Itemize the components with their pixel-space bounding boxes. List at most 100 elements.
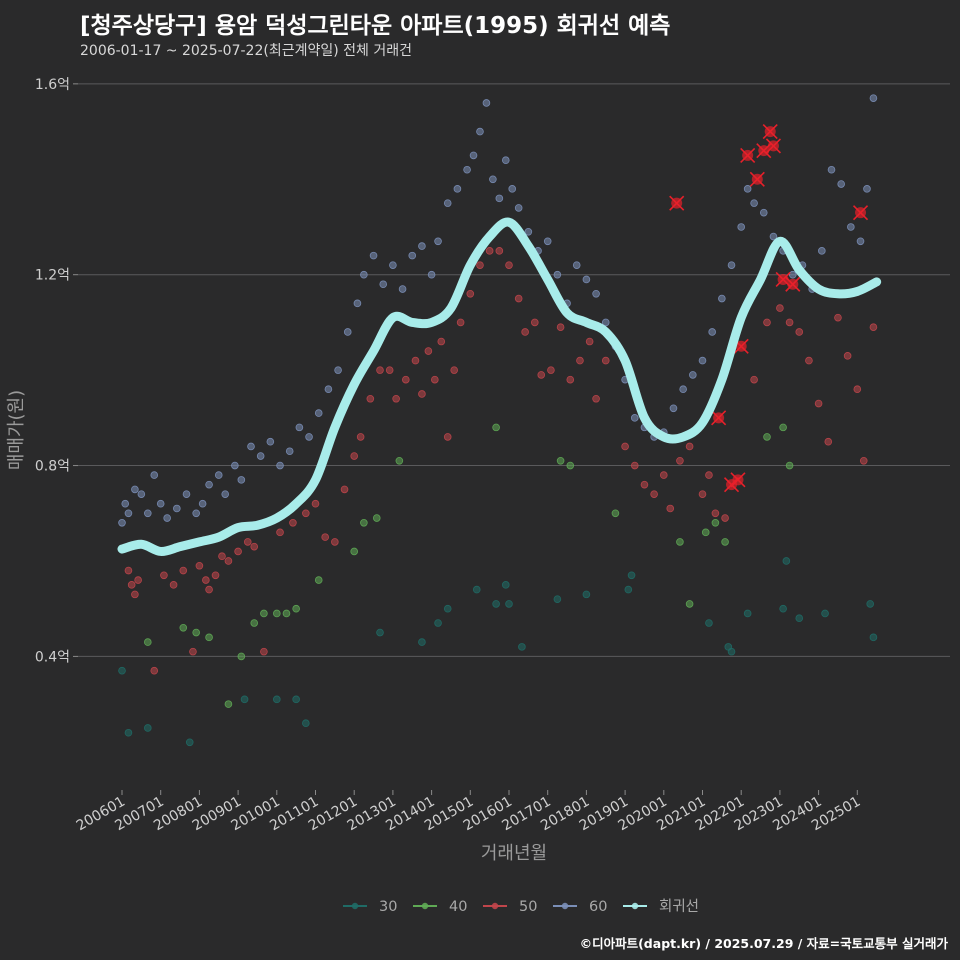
data-point-60 [334,366,342,374]
data-point-60 [453,185,462,193]
data-point-60 [379,280,388,289]
data-point-30 [418,638,426,646]
data-point-60 [750,199,758,207]
cancelled-cross [711,410,727,426]
data-point-40 [566,461,575,470]
cancelled-cross [765,138,782,154]
data-point-40 [144,638,152,646]
data-point-60 [150,471,159,479]
data-point-50 [376,366,384,374]
data-point-50 [785,318,794,327]
data-point-60 [769,232,778,241]
legend-label: 30 [379,899,397,915]
data-point-40 [611,509,620,518]
data-point-30 [118,666,126,675]
legend-key-point [491,902,499,910]
cancelled-cross [730,472,746,488]
y-axis-ticks: 0.4억 0.8억 1.2억 1.6억 [35,77,78,665]
data-point-40 [360,519,368,527]
data-point-40 [685,600,694,608]
data-point-30 [821,609,829,618]
data-point-60 [237,476,246,484]
data-point-50 [476,261,484,269]
data-point-50 [189,647,197,656]
data-point-60 [708,328,716,336]
data-point-40 [250,619,259,627]
data-point-30 [518,643,526,651]
data-point-40 [314,576,323,584]
data-point-60 [847,223,855,231]
data-point-50 [150,666,159,675]
data-point-50 [350,452,359,460]
data-point-30 [292,695,300,704]
chart-legend: 30 40 50 60 회귀선 [343,898,699,915]
cancelled-cross [762,124,778,140]
data-point-50 [437,337,446,346]
data-point-50 [302,509,310,518]
data-point-50 [530,318,539,327]
data-point-40 [763,433,771,441]
data-point-50 [401,375,410,384]
data-point-60 [524,227,533,236]
data-point-60 [182,490,191,498]
data-point-50 [179,566,188,575]
data-point-60 [508,185,517,193]
data-point-60 [343,328,352,336]
data-point-60 [482,99,491,107]
data-point-50 [211,571,220,580]
data-point-50 [205,585,213,594]
data-point-50 [411,356,420,365]
data-point-30 [743,609,752,618]
data-point-50 [566,375,575,384]
data-point-50 [514,294,523,303]
data-point-40 [292,604,300,613]
data-point-50 [218,552,226,561]
data-point-50 [456,318,465,327]
data-point-60 [489,175,497,184]
x-axis-ticks: 2006012007012008012009012010012011012012… [74,790,863,834]
legend-key-point [421,902,429,910]
data-point-50 [585,337,594,346]
data-point-50 [685,442,694,451]
cancelled-cross [749,171,765,187]
legend-label: 회귀선 [659,898,699,915]
data-point-30 [779,604,787,613]
grid-lines [78,83,950,657]
data-point-30 [624,585,633,594]
cancelled-cross [775,271,791,288]
page-subtitle: 2006-01-17 ~ 2025-07-22(최근계약일) 전체 거래건 [80,43,412,59]
data-point-50 [340,485,349,494]
legend-label: 50 [519,899,537,915]
data-point-30 [727,647,736,656]
data-point-40 [205,633,213,642]
data-point-50 [659,471,668,479]
data-point-50 [676,456,684,465]
data-point-30 [782,557,791,565]
data-point-60 [398,285,407,293]
scatter-points [118,94,878,747]
data-point-40 [556,456,565,465]
x-axis-title: 거래년월 [481,843,547,864]
data-point-50 [202,576,210,584]
data-point-50 [834,313,842,322]
data-point-50 [505,261,513,269]
data-point-60 [427,270,436,279]
data-point-30 [272,695,281,704]
data-point-60 [469,151,478,160]
data-point-60 [592,289,600,298]
data-point-60 [418,242,426,250]
data-point-40 [395,456,404,465]
data-point-30 [185,738,194,747]
data-point-60 [369,251,378,260]
data-point-60 [118,519,126,527]
data-point-60 [285,447,294,456]
data-point-40 [721,538,729,546]
data-point-60 [205,480,213,489]
data-point-50 [450,366,458,374]
cancelled-cross [785,276,801,292]
data-point-60 [727,261,736,269]
data-point-50 [424,347,433,355]
data-point-40 [779,423,787,432]
data-point-60 [353,299,362,308]
data-point-60 [156,499,165,508]
